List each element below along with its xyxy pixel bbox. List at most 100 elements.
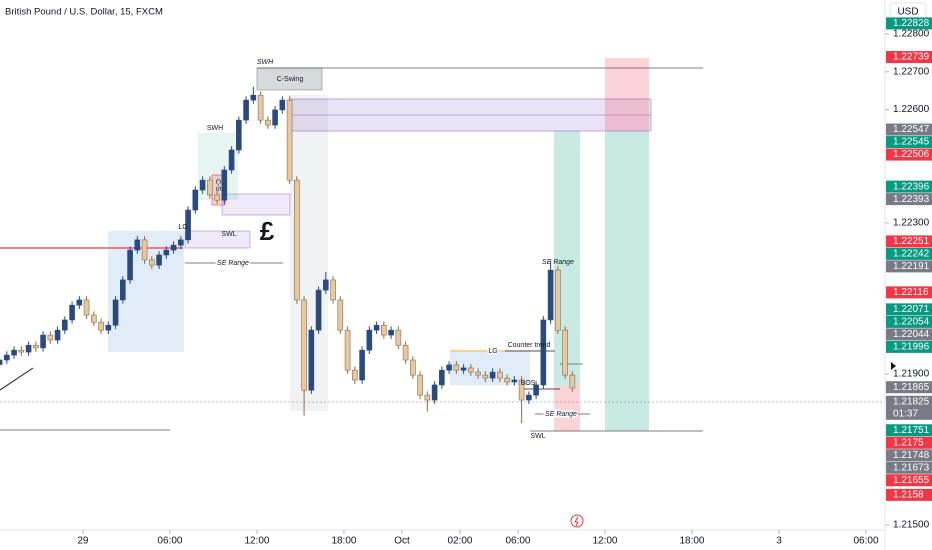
- candle-body: [337, 299, 344, 331]
- candle-body: [475, 371, 481, 376]
- event-icon-bolt: [574, 516, 579, 527]
- candle-body: [25, 344, 32, 353]
- price-tag: [886, 436, 932, 449]
- price-tag: [886, 235, 932, 248]
- price-tag-label: 1.21865: [893, 382, 930, 393]
- price-tag-label: 1.22044: [893, 329, 930, 340]
- annotation: Counter trend: [508, 342, 551, 349]
- candle-body: [511, 379, 518, 383]
- candle-body: [33, 344, 39, 349]
- annotation: LG: [178, 224, 187, 231]
- candle-body: [468, 367, 474, 373]
- candle-body: [373, 324, 380, 331]
- candle-body: [149, 259, 155, 266]
- countdown: 01:37: [893, 408, 918, 419]
- candle-body: [265, 119, 271, 126]
- event-icon[interactable]: [570, 514, 584, 528]
- candles: [0, 86, 576, 424]
- candle-body: [47, 334, 54, 341]
- candle-body: [308, 329, 315, 391]
- x-tick-label: 06:00: [157, 536, 182, 547]
- x-tick-label: 18:00: [679, 536, 704, 547]
- candle-body: [141, 239, 148, 261]
- candle-body: [127, 249, 133, 281]
- price-tag: [886, 17, 932, 30]
- annotation: £: [260, 216, 275, 246]
- candle-body: [533, 384, 539, 396]
- price-tag: [886, 303, 932, 316]
- candle-body: [547, 269, 554, 321]
- candle-body: [11, 349, 17, 356]
- price-tag-label: 1.21655: [893, 475, 930, 486]
- price-tag-label: 1.22739: [893, 52, 930, 63]
- price-tag: [886, 381, 932, 394]
- candle-body: [410, 359, 416, 376]
- candle-body: [250, 94, 257, 101]
- x-tick-label: 18:00: [331, 536, 356, 547]
- price-tag: [886, 260, 932, 273]
- stop-zone: [554, 386, 580, 431]
- y-tick-label: 1.22800: [893, 29, 930, 40]
- candle-body: [301, 299, 307, 391]
- annotation: SWH: [207, 125, 223, 132]
- price-tag-label: 1.22396: [893, 181, 930, 192]
- fvg-zone: [184, 230, 251, 249]
- candle-body: [105, 324, 112, 331]
- candle-body: [163, 249, 170, 256]
- candle-body: [359, 349, 365, 381]
- candle-body: [562, 329, 568, 376]
- candle-body: [185, 209, 191, 241]
- price-tag: [886, 180, 932, 193]
- x-tick-label: Oct: [394, 536, 410, 547]
- price-tag-label: 1.2175: [893, 437, 924, 448]
- candle-body: [330, 279, 336, 301]
- price-tag: [886, 136, 932, 149]
- candle-body: [540, 319, 547, 386]
- target-zone: [605, 131, 649, 431]
- annotation: LG: [488, 348, 497, 355]
- annotations: SWH C-Swing SWH LG SWL SE Range £ C-S SE…: [178, 59, 578, 440]
- price-tag-label: 1.22191: [893, 261, 930, 272]
- candle-body: [417, 374, 423, 396]
- candle-body: [214, 194, 220, 201]
- price-tag-label: 1.22054: [893, 317, 930, 328]
- currency[interactable]: USD: [897, 7, 918, 18]
- scroll-arrow[interactable]: [891, 362, 896, 370]
- fvg-zone: [221, 193, 291, 216]
- x-tick-label: 06:00: [853, 536, 878, 547]
- price-tag-label: 1.21996: [893, 342, 930, 353]
- price-tag: [886, 247, 932, 260]
- candle-body: [91, 314, 97, 323]
- candle-body: [381, 324, 387, 336]
- price-tag-label: 1.2158: [893, 490, 924, 501]
- trend-line: [0, 367, 34, 391]
- candle-body: [62, 319, 68, 331]
- x-tick-label: 29: [77, 536, 89, 547]
- x-tick-label: 3: [776, 536, 782, 547]
- drawings: [0, 58, 703, 432]
- candle-body: [388, 329, 394, 336]
- candle-body: [497, 371, 503, 379]
- candle-body: [83, 299, 90, 316]
- price-tag: [886, 286, 932, 299]
- candle-body: [446, 364, 452, 371]
- candle-body: [402, 344, 409, 361]
- candle-body: [482, 374, 489, 379]
- price-tag: [886, 474, 932, 487]
- candle-body: [439, 369, 445, 386]
- price-tag-label: 1.22071: [893, 304, 930, 315]
- x-tick-label: 02:00: [447, 536, 472, 547]
- price-tag-label: 1.22828: [893, 18, 930, 29]
- candle-body: [294, 179, 300, 301]
- annotation: C-Swing: [277, 76, 304, 83]
- annotation: SWL: [221, 231, 236, 238]
- price-tag-label: 1.22116: [893, 287, 929, 298]
- y-tick-label: 1.21500: [893, 520, 930, 531]
- candle-body: [221, 169, 228, 201]
- candle-body: [366, 329, 373, 351]
- candle-body: [504, 377, 510, 383]
- y-tick-label: 1.22600: [893, 104, 930, 115]
- candle-body: [315, 289, 322, 331]
- price-tag-label: 1.22393: [893, 194, 930, 205]
